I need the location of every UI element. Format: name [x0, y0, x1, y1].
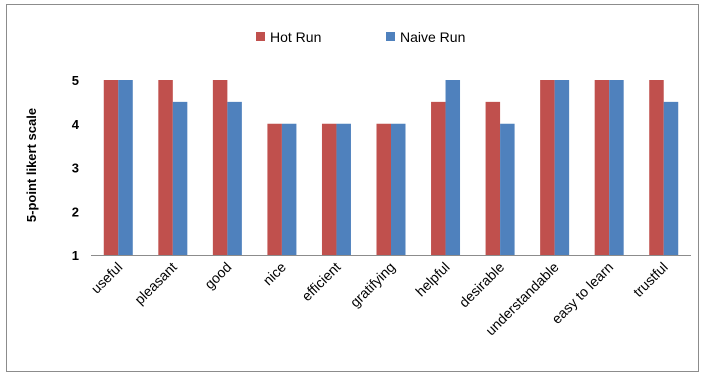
bar-hot-run-good	[212, 80, 228, 255]
x-tick-label-pleasant: pleasant	[131, 259, 180, 308]
bar-hot-run-easy-to-learn	[594, 80, 610, 255]
bar-hot-run-desirable	[485, 101, 501, 255]
y-tick-label-4: 4	[72, 117, 80, 132]
x-axis-labels: useful pleasant good nice efficient gratifyin…	[88, 259, 671, 339]
y-tick-label-2: 2	[72, 204, 79, 219]
bar-naive-run-desirable	[500, 123, 515, 255]
x-tick-label-nice: nice	[260, 259, 290, 289]
bars	[103, 80, 679, 255]
bar-hot-run-nice	[267, 123, 282, 255]
x-tick-label-trustful: trustful	[630, 259, 671, 300]
x-tick-label-useful: useful	[88, 259, 126, 297]
bar-hot-run-pleasant	[158, 80, 173, 255]
bar-hot-run-trustful	[649, 80, 664, 255]
x-tick-label-good: good	[201, 259, 234, 292]
bar-hot-run-efficient	[321, 123, 337, 255]
bar-hot-run-helpful	[431, 101, 446, 255]
bar-naive-run-easy-to-learn	[609, 80, 624, 255]
bar-naive-run-gratifying	[391, 123, 406, 255]
bar-naive-run-trustful	[663, 101, 679, 255]
bar-hot-run-understandable	[540, 80, 555, 255]
bar-naive-run-understandable	[554, 80, 570, 255]
bar-naive-run-good	[227, 101, 242, 255]
legend-label-naive-run: Naive Run	[400, 29, 465, 45]
bar-naive-run-nice	[281, 123, 297, 255]
y-tick-label-5: 5	[72, 73, 79, 88]
legend-label-hot-run: Hot Run	[270, 29, 321, 45]
bar-naive-run-useful	[118, 80, 133, 255]
legend-swatch-hot-run	[256, 32, 265, 41]
legend: Hot Run Naive Run	[256, 29, 465, 45]
bar-naive-run-efficient	[336, 123, 351, 255]
x-tick-label-desirable: desirable	[456, 259, 508, 311]
y-tick-label-1: 1	[72, 248, 79, 263]
bar-hot-run-useful	[103, 80, 119, 255]
y-axis-title: 5-point likert scale	[24, 108, 39, 222]
x-tick-label-helpful: helpful	[412, 259, 452, 299]
y-tick-label-3: 3	[72, 161, 79, 176]
bar-hot-run-gratifying	[376, 123, 391, 255]
legend-swatch-naive-run	[386, 32, 395, 41]
x-tick-label-efficient: efficient	[298, 259, 343, 304]
bar-naive-run-pleasant	[172, 101, 188, 255]
y-axis: 1 2 3 4 5	[72, 73, 80, 263]
x-tick-label-gratifying: gratifying	[347, 259, 398, 310]
bar-naive-run-helpful	[445, 80, 461, 255]
